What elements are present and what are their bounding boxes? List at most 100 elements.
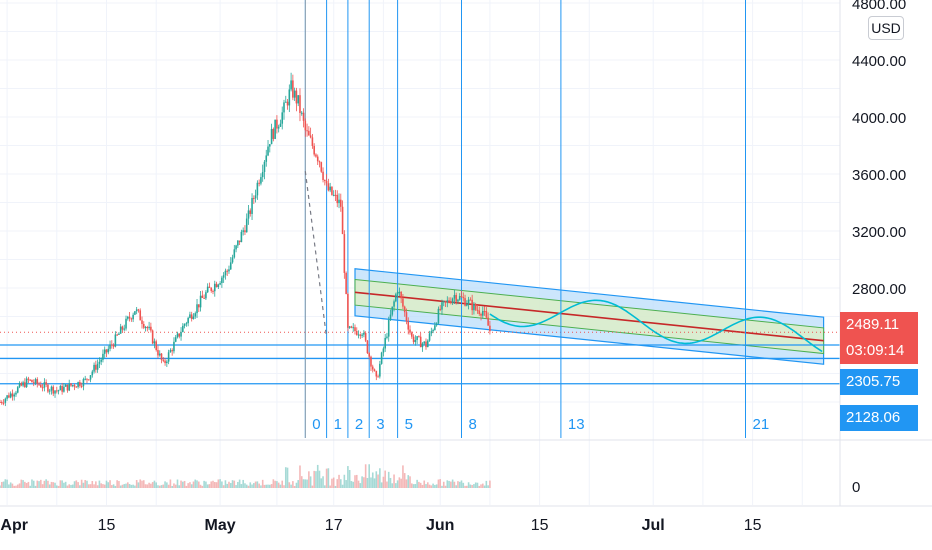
candle-body xyxy=(87,379,90,381)
volume-bar xyxy=(144,484,147,488)
volume-bar xyxy=(48,484,51,488)
volume-bar xyxy=(434,484,436,488)
volume-bar xyxy=(198,481,200,488)
candle-body xyxy=(231,257,234,263)
volume-bar xyxy=(18,483,21,488)
candle-body xyxy=(173,341,175,352)
candle-body xyxy=(402,298,404,307)
candle-body xyxy=(68,383,71,391)
candle-body xyxy=(288,89,291,106)
volume-bar xyxy=(300,476,303,488)
candle-body xyxy=(267,146,269,156)
candles xyxy=(0,72,491,407)
candle-body xyxy=(226,270,228,272)
candle-body xyxy=(483,311,486,313)
candle-body xyxy=(355,331,358,335)
candle-body xyxy=(419,336,422,348)
candle-body xyxy=(240,231,243,243)
candle-body xyxy=(102,353,104,360)
volume-bar xyxy=(377,474,379,488)
candle-body xyxy=(80,385,83,387)
volume-bar xyxy=(293,485,296,488)
currency-button[interactable]: USD xyxy=(868,16,904,40)
candle-body xyxy=(371,366,374,370)
volume-bar xyxy=(45,479,47,488)
volume-bar xyxy=(281,480,284,488)
candle-body xyxy=(458,296,461,300)
volume-bar xyxy=(444,485,447,488)
candle-body xyxy=(32,382,35,384)
volume-bar xyxy=(338,474,340,488)
candle-body xyxy=(167,352,170,362)
candle-body xyxy=(453,294,456,299)
volume-bar xyxy=(343,474,346,488)
volume-bar xyxy=(363,477,365,488)
volume-bar xyxy=(448,480,450,488)
fib-time-zone-label: 3 xyxy=(376,416,384,433)
volume-bar xyxy=(405,479,408,488)
volume-bar xyxy=(134,485,136,488)
candle-body xyxy=(340,199,342,207)
volume-bar xyxy=(182,481,184,488)
candle-body xyxy=(260,177,262,184)
candle-body xyxy=(386,336,388,338)
candle-body xyxy=(283,102,285,113)
candle-body xyxy=(418,336,420,338)
volume-bar xyxy=(150,483,152,488)
candle-body xyxy=(109,344,111,349)
time-axis-tick: 15 xyxy=(744,517,762,534)
volume-bar xyxy=(466,485,468,488)
candle-body xyxy=(185,323,188,325)
candle-body xyxy=(222,275,225,278)
candle-body xyxy=(359,334,362,336)
sine-projection-curve xyxy=(489,299,823,353)
projection-dash xyxy=(304,171,328,338)
candle-body xyxy=(297,95,299,104)
time-axis-tick: 15 xyxy=(531,517,549,534)
candle-body xyxy=(127,316,129,319)
candle-body xyxy=(489,325,491,332)
volume-bar xyxy=(359,483,362,488)
volume-bar xyxy=(322,476,324,488)
fib-time-zone-label: 5 xyxy=(405,416,413,433)
candle-body xyxy=(487,317,489,326)
candle-body xyxy=(457,299,459,302)
volume-bar xyxy=(471,484,473,488)
candle-body xyxy=(256,182,259,196)
candle-body xyxy=(118,333,120,335)
candle-body xyxy=(224,270,227,276)
candle-body xyxy=(50,386,53,391)
candle-body xyxy=(258,182,260,184)
volume-bar xyxy=(2,481,5,488)
volume-bar xyxy=(450,481,452,488)
candle-body xyxy=(206,286,209,293)
volume-bar xyxy=(229,483,232,488)
volume-bar xyxy=(34,485,37,488)
volume-bar xyxy=(458,481,461,488)
candle-body xyxy=(279,123,282,127)
candle-body xyxy=(352,327,355,329)
candle-body xyxy=(157,350,159,356)
volume-bar xyxy=(455,485,457,488)
volume-bar xyxy=(103,484,106,488)
candle-body xyxy=(400,291,402,299)
candle-body xyxy=(203,297,205,299)
candle-body xyxy=(276,119,278,129)
volume-bar xyxy=(382,476,385,488)
volume-bar xyxy=(235,485,237,488)
candle-body xyxy=(41,387,44,389)
candle-body xyxy=(426,340,429,348)
grid xyxy=(0,0,840,505)
volume-bar xyxy=(309,476,312,488)
volume-bar xyxy=(352,481,355,488)
candle-body xyxy=(242,230,244,232)
volume-bar xyxy=(107,482,110,488)
volume-bar xyxy=(304,479,307,488)
volume-bar xyxy=(0,481,3,488)
volume-bar xyxy=(174,484,177,488)
candle-body xyxy=(448,300,450,303)
volume-bar xyxy=(73,481,76,488)
candle-body xyxy=(425,341,427,348)
volume-bar xyxy=(38,481,40,488)
